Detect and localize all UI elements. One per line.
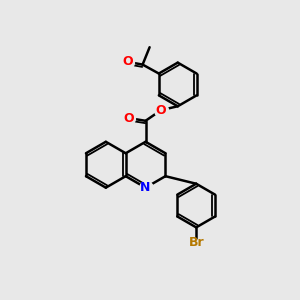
Text: O: O (122, 55, 133, 68)
Text: O: O (156, 104, 166, 117)
Text: O: O (123, 112, 134, 124)
Text: Br: Br (188, 236, 204, 249)
Text: N: N (140, 181, 151, 194)
